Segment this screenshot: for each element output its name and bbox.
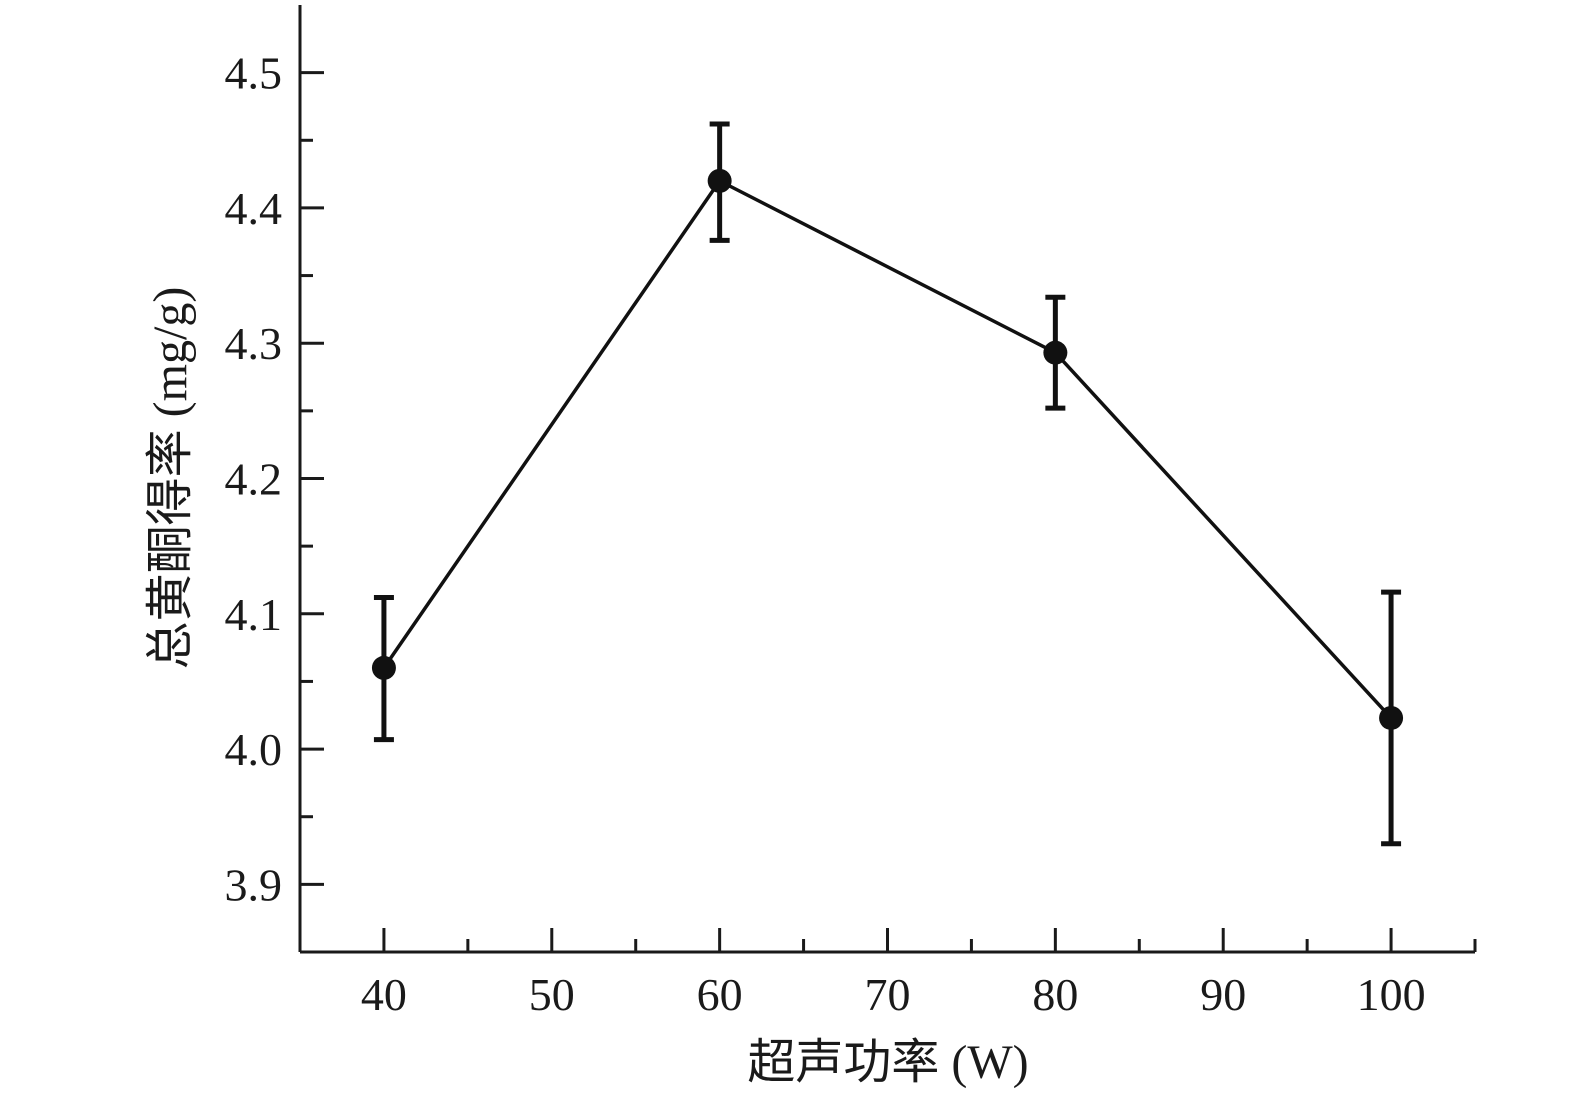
data-point (707, 168, 732, 193)
y-tick-label: 4.0 (225, 724, 283, 775)
y-tick-label: 4.4 (225, 183, 283, 234)
data-point (1043, 340, 1068, 365)
x-tick-label: 90 (1200, 969, 1246, 1020)
y-axis-title: 总黄酮得率 (mg/g) (144, 287, 197, 670)
series-line (382, 179, 1393, 720)
x-tick-label: 50 (529, 969, 575, 1020)
series-layer (371, 121, 1404, 847)
x-axis-title: 超声功率 (W) (747, 1036, 1028, 1089)
x-tick-label: 70 (865, 969, 911, 1020)
y-axis-ticks: 3.9 4.0 4.1 4.2 4.3 4.4 4.5 (225, 48, 324, 910)
y-tick-label: 3.9 (225, 859, 283, 910)
x-tick-label: 40 (361, 969, 407, 1020)
y-tick-label: 4.5 (225, 48, 283, 99)
axes (298, 5, 1475, 954)
x-tick-label: 100 (1357, 969, 1426, 1020)
data-point (1379, 705, 1404, 730)
x-axis-ticks: 40 50 60 70 80 90 100 (361, 928, 1477, 1020)
y-tick-label: 4.2 (225, 454, 283, 505)
x-tick-label: 80 (1032, 969, 1078, 1020)
y-tick-label: 4.1 (225, 589, 283, 640)
data-point (371, 655, 396, 680)
x-tick-label: 60 (697, 969, 743, 1020)
y-tick-label: 4.3 (225, 318, 283, 369)
